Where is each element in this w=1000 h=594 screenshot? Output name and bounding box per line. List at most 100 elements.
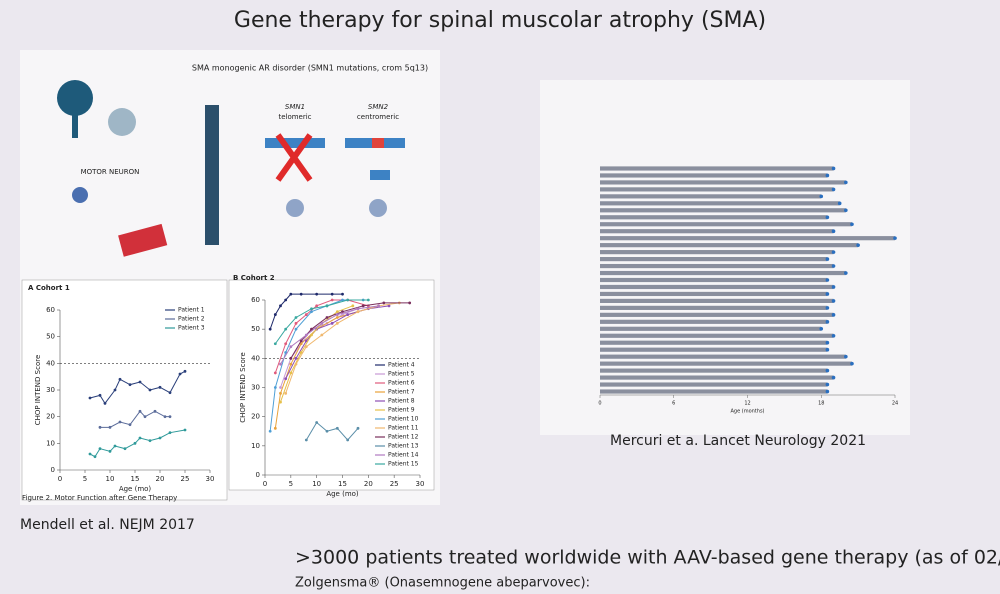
series-line <box>89 370 186 405</box>
x-axis-label: Age (months) <box>731 409 765 415</box>
y-tick-label: 10 <box>46 439 55 447</box>
bar <box>600 243 859 248</box>
bar <box>600 270 846 276</box>
point <box>320 333 324 337</box>
bar <box>600 180 846 185</box>
bar <box>600 250 834 255</box>
footer-line: >3000 patients treated worldwide with AA… <box>295 547 1000 569</box>
point <box>88 452 92 456</box>
bar-end <box>893 236 897 240</box>
brain-icon <box>57 80 93 116</box>
x-tick-label: 5 <box>289 480 293 488</box>
point <box>163 415 167 419</box>
citation-right: Mercuri et a. Lancet Neurology 2021 <box>610 433 866 449</box>
panel-b <box>228 279 435 491</box>
bar-end <box>831 166 836 171</box>
bar <box>600 236 895 241</box>
bar-end <box>844 208 848 213</box>
point <box>284 327 288 331</box>
point <box>304 339 308 343</box>
bar <box>600 361 852 366</box>
bar <box>600 201 840 206</box>
x-tick-label: 24 <box>892 401 898 407</box>
y-tick-label: 60 <box>46 306 55 314</box>
point <box>382 301 386 305</box>
y-tick-label: 50 <box>46 333 55 341</box>
point <box>377 304 381 308</box>
point <box>148 388 152 392</box>
point <box>98 425 102 429</box>
y-tick-label: 30 <box>46 386 55 394</box>
smn1-sub: telomeric <box>278 113 311 121</box>
point <box>88 396 92 400</box>
point <box>108 425 112 429</box>
point <box>341 298 344 302</box>
point <box>335 316 339 319</box>
protein-icon <box>369 199 387 217</box>
y-axis-label: CHOP INTEND Score <box>239 352 247 423</box>
point <box>341 313 344 316</box>
point <box>335 310 339 314</box>
legend-label: Patient 2 <box>178 316 205 323</box>
smn2-label: SMN2 <box>368 103 389 111</box>
bar <box>600 257 828 262</box>
point <box>284 298 288 302</box>
point <box>361 304 365 308</box>
bar <box>600 277 828 283</box>
legend-label: Patient 11 <box>388 425 419 432</box>
legend-label: Patient 15 <box>388 461 419 468</box>
point <box>315 304 319 308</box>
point <box>178 372 182 376</box>
bar-end <box>844 271 848 275</box>
bar-end <box>831 313 836 317</box>
bar <box>600 375 834 380</box>
point <box>335 321 339 325</box>
x-tick-label: 30 <box>416 480 425 488</box>
point <box>268 327 272 331</box>
x-tick-label: 10 <box>106 475 115 483</box>
bar-end <box>831 333 836 338</box>
panel-title: B Cohort 2 <box>233 274 275 282</box>
point <box>183 369 187 373</box>
bar <box>600 389 828 394</box>
point <box>93 455 97 459</box>
legend-label: Patient 6 <box>388 380 415 387</box>
bar-end <box>831 264 836 268</box>
point <box>330 321 334 325</box>
bar <box>600 326 822 331</box>
bar <box>600 347 828 352</box>
bar <box>600 291 828 297</box>
legend-label: Patient 10 <box>388 416 419 423</box>
point <box>325 316 329 319</box>
x-tick-label: 20 <box>156 475 165 483</box>
legend-label: Patient 4 <box>388 362 415 369</box>
point <box>138 380 142 384</box>
point <box>325 304 329 308</box>
bar-end <box>837 201 842 206</box>
point <box>273 371 277 375</box>
bar <box>600 166 834 171</box>
point <box>356 307 360 311</box>
legend-label: Patient 3 <box>178 325 205 332</box>
bar-end <box>850 222 854 227</box>
point <box>366 298 370 302</box>
bar-end <box>844 354 848 359</box>
bar <box>600 187 834 192</box>
x-tick-label: 5 <box>83 475 87 483</box>
x-tick-label: 10 <box>312 480 321 488</box>
point <box>294 321 298 325</box>
bar <box>600 173 828 178</box>
y-tick-label: 50 <box>251 325 260 333</box>
point <box>273 386 277 389</box>
red-x <box>275 133 313 182</box>
legend-label: Patient 12 <box>388 434 419 441</box>
point <box>153 409 157 413</box>
bar-end <box>831 229 836 234</box>
x-tick-label: 20 <box>364 480 373 488</box>
point <box>304 333 308 337</box>
point <box>294 362 298 366</box>
x-axis-label: Age (mo) <box>119 485 152 493</box>
point <box>325 429 329 433</box>
bar-end <box>825 173 830 178</box>
